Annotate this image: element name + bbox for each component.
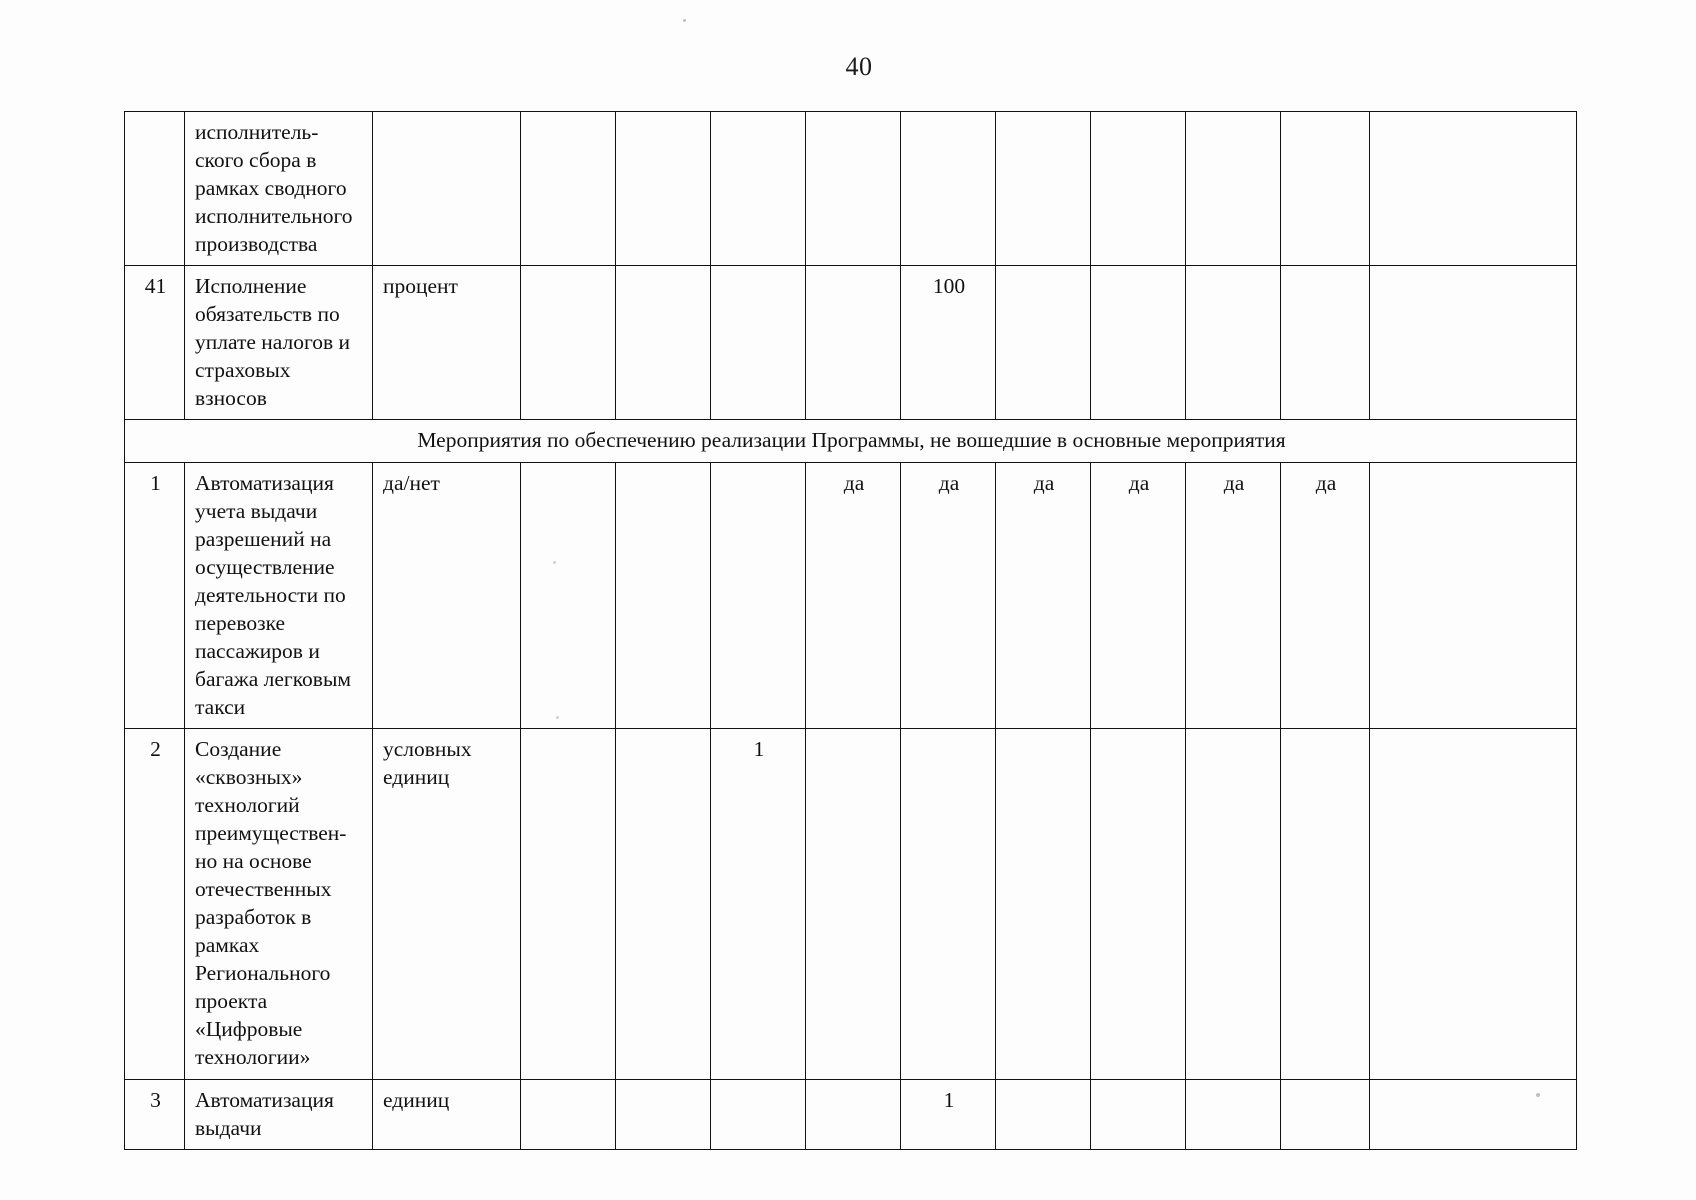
page-number-value: 40 <box>845 52 873 81</box>
cell-year-value <box>710 265 806 421</box>
cell-year-value <box>615 461 711 729</box>
indicators-table: исполнитель-ского сбора в рамках сводног… <box>124 110 1577 1150</box>
cell-year-value: 1 <box>900 1078 996 1150</box>
table-section-row: Мероприятия по обеспечению реализации Пр… <box>124 419 1577 463</box>
indicators-table-wrapper: исполнитель-ского сбора в рамках сводног… <box>124 110 1577 1150</box>
cell-note-value <box>1369 461 1577 729</box>
cell-year-value <box>995 110 1091 267</box>
cell-year-value <box>1185 265 1281 421</box>
cell-year-value: да <box>1280 461 1370 729</box>
cell-note-value <box>1369 110 1577 267</box>
cell-unit: условных единиц <box>372 727 521 1080</box>
cell-year-value <box>995 727 1091 1080</box>
cell-row-number: 41 <box>124 265 185 421</box>
cell-year-value <box>710 1078 806 1150</box>
scan-artifact-dot <box>683 19 686 22</box>
cell-indicator-name: исполнитель-ского сбора в рамках сводног… <box>184 110 373 267</box>
cell-note-value <box>1369 1078 1577 1150</box>
cell-year-value <box>1185 1078 1281 1150</box>
cell-year-value <box>995 265 1091 421</box>
cell-year-value <box>805 1078 901 1150</box>
cell-year-value <box>900 110 996 267</box>
cell-year-value <box>520 727 616 1080</box>
cell-year-value <box>1090 727 1186 1080</box>
cell-year-value <box>1185 110 1281 267</box>
cell-year-value <box>805 727 901 1080</box>
cell-year-value <box>1090 1078 1186 1150</box>
cell-unit: процент <box>372 265 521 421</box>
cell-unit <box>372 110 521 267</box>
cell-year-value <box>615 1078 711 1150</box>
section-band-title: Мероприятия по обеспечению реализации Пр… <box>124 419 1577 463</box>
cell-year-value: 100 <box>900 265 996 421</box>
cell-note-value <box>1369 727 1577 1080</box>
cell-row-number <box>124 110 185 267</box>
cell-row-number: 1 <box>124 461 185 729</box>
cell-year-value <box>1280 265 1370 421</box>
cell-row-number: 2 <box>124 727 185 1080</box>
cell-year-value: 1 <box>710 727 806 1080</box>
cell-year-value <box>520 110 616 267</box>
cell-year-value <box>710 110 806 267</box>
cell-year-value <box>520 1078 616 1150</box>
cell-year-value <box>1185 727 1281 1080</box>
cell-unit: да/нет <box>372 461 521 729</box>
page-number: 40 <box>0 52 1696 82</box>
cell-year-value: да <box>1090 461 1186 729</box>
cell-year-value <box>805 110 901 267</box>
cell-year-value <box>615 110 711 267</box>
cell-year-value: да <box>995 461 1091 729</box>
cell-year-value <box>1280 110 1370 267</box>
cell-year-value <box>520 461 616 729</box>
cell-year-value <box>805 265 901 421</box>
cell-year-value <box>520 265 616 421</box>
table-row: 1 Автоматизация учета выдачи разрешений … <box>124 461 1577 729</box>
cell-year-value <box>1090 110 1186 267</box>
cell-year-value <box>615 265 711 421</box>
table-row: 3 Автоматизация выдачи единиц 1 <box>124 1078 1577 1150</box>
cell-year-value <box>615 727 711 1080</box>
cell-year-value <box>1280 727 1370 1080</box>
cell-year-value <box>1280 1078 1370 1150</box>
cell-year-value <box>995 1078 1091 1150</box>
table-row: исполнитель-ского сбора в рамках сводног… <box>124 110 1577 267</box>
cell-year-value <box>1090 265 1186 421</box>
table-row: 41 Исполнение обязательств по уплате нал… <box>124 265 1577 421</box>
cell-indicator-name: Автоматизация учета выдачи разрешений на… <box>184 461 373 729</box>
table-row: 2 Создание «сквозных» технологий преимущ… <box>124 727 1577 1080</box>
cell-year-value <box>710 461 806 729</box>
cell-note-value <box>1369 265 1577 421</box>
cell-year-value: да <box>805 461 901 729</box>
cell-indicator-name: Исполнение обязательств по уплате налого… <box>184 265 373 421</box>
cell-year-value <box>900 727 996 1080</box>
cell-year-value: да <box>1185 461 1281 729</box>
indicators-table-body: исполнитель-ского сбора в рамках сводног… <box>124 110 1577 1150</box>
cell-indicator-name: Создание «сквозных» технологий преимущес… <box>184 727 373 1080</box>
cell-row-number: 3 <box>124 1078 185 1150</box>
cell-year-value: да <box>900 461 996 729</box>
cell-indicator-name: Автоматизация выдачи <box>184 1078 373 1150</box>
cell-unit: единиц <box>372 1078 521 1150</box>
